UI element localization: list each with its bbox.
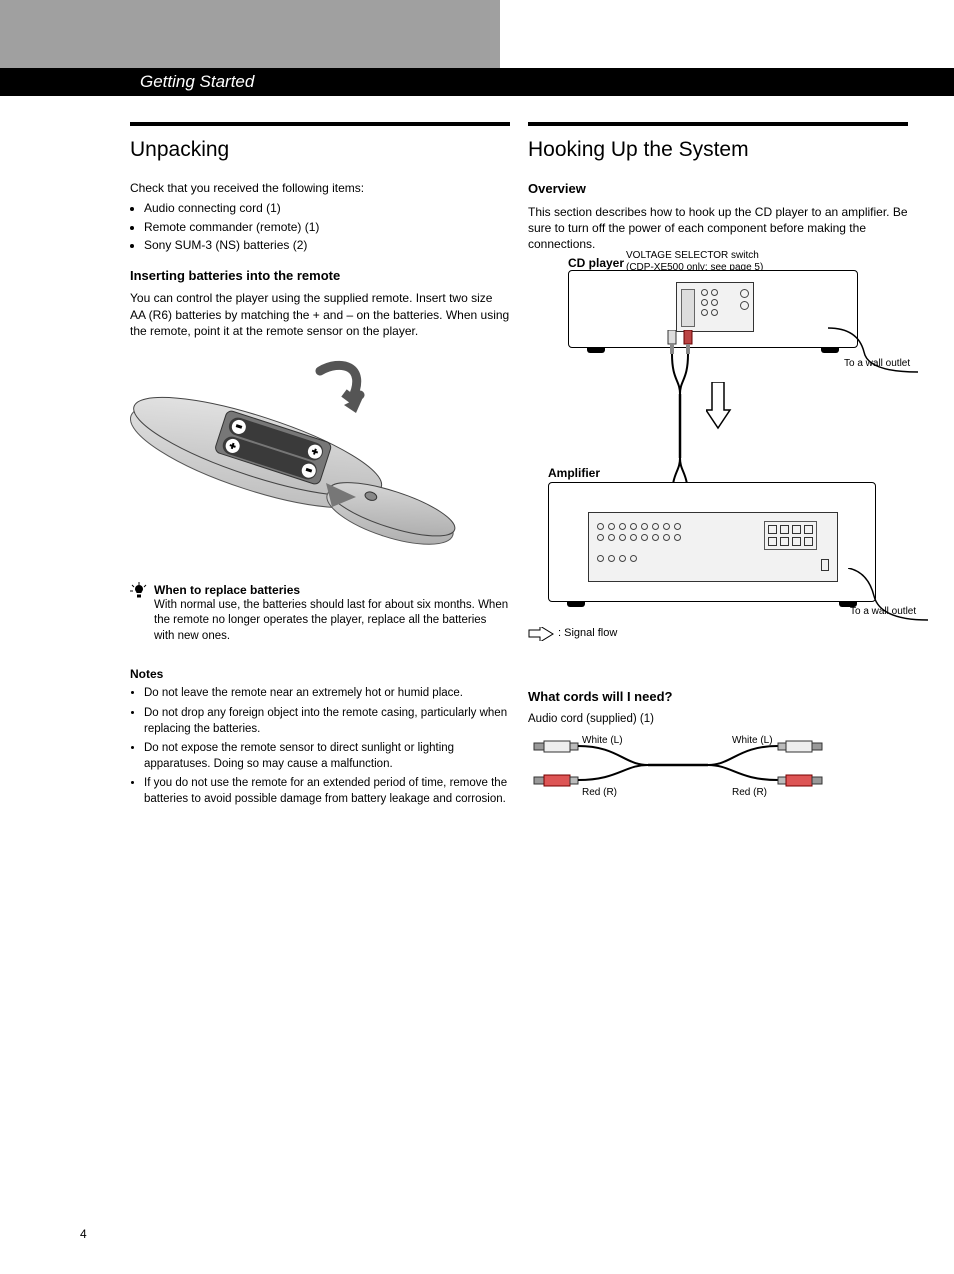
tip-row: When to replace batteries With normal us… <box>130 582 510 645</box>
what-cords-para: Audio cord (supplied) (1) <box>528 712 908 728</box>
insert-batteries-para: You can control the player using the sup… <box>130 290 510 339</box>
cd-player-label: CD player <box>568 256 624 270</box>
note-item: Do not leave the remote near an extremel… <box>144 686 510 702</box>
supplied-items-list: Audio connecting cord (1) Remote command… <box>130 200 510 253</box>
tip-heading: When to replace batteries <box>154 582 510 598</box>
to-outlet-label: To a wall outlet <box>844 358 914 370</box>
cd-back-panel <box>676 282 754 332</box>
tip-para: With normal use, the batteries should la… <box>154 598 510 645</box>
unpacking-heading: Unpacking <box>130 138 510 162</box>
what-cords-heading: What cords will I need? <box>528 688 908 706</box>
notes-heading: Notes <box>130 666 510 682</box>
plug-red-label-right: Red (R) <box>732 787 767 799</box>
tip-icon <box>130 582 148 605</box>
insert-batteries-heading: Inserting batteries into the remote <box>130 267 510 285</box>
plug-red-label-left: Red (R) <box>582 787 617 799</box>
amp-back-panel <box>588 512 838 582</box>
notes-list: Do not leave the remote near an extremel… <box>130 686 510 807</box>
flow-legend-icon <box>528 627 554 641</box>
heading-rule <box>528 122 908 126</box>
note-item: If you do not use the remote for an exte… <box>144 776 510 807</box>
page-number: 4 <box>80 1226 87 1242</box>
heading-rule <box>130 122 510 126</box>
flow-arrow-icon <box>706 382 734 430</box>
unpacking-intro: Check that you received the following it… <box>130 180 510 253</box>
signal-flow-text: : Signal flow <box>558 626 617 641</box>
overview-para: This section describes how to hook up th… <box>528 204 908 253</box>
overview-heading: Overview <box>528 180 908 198</box>
section-title: Getting Started <box>140 71 254 94</box>
unpacking-intro-text: Check that you received the following it… <box>130 181 364 195</box>
plug-white-label-left: White (L) <box>582 735 623 747</box>
supplied-item: Sony SUM-3 (NS) batteries (2) <box>144 237 510 253</box>
hookup-heading: Hooking Up the System <box>528 138 908 162</box>
left-column: Unpacking Check that you received the fo… <box>130 122 510 811</box>
header-gray-block <box>0 0 500 68</box>
amplifier-label: Amplifier <box>548 466 600 480</box>
remote-illustration <box>130 355 460 565</box>
note-item: Do not expose the remote sensor to direc… <box>144 741 510 772</box>
cd-power-cord <box>828 322 918 382</box>
section-title-bar: Getting Started <box>0 68 954 96</box>
amp-power-cord <box>848 568 928 628</box>
to-outlet-label: To a wall outlet <box>850 606 920 618</box>
supplied-item: Remote commander (remote) (1) <box>144 219 510 235</box>
hookup-diagram: CD player VOLTAGE SELECTOR switch (CDP-X… <box>528 262 908 682</box>
signal-flow-legend: : Signal flow <box>528 626 617 641</box>
note-item: Do not drop any foreign object into the … <box>144 706 510 737</box>
tip-text: When to replace batteries With normal us… <box>154 582 510 645</box>
audio-cord-illustration: White (L) Red (R) White (L) Red (R) <box>528 737 828 801</box>
right-column: Hooking Up the System Overview This sect… <box>528 122 908 807</box>
supplied-item: Audio connecting cord (1) <box>144 200 510 216</box>
plug-white-label-right: White (L) <box>732 735 773 747</box>
